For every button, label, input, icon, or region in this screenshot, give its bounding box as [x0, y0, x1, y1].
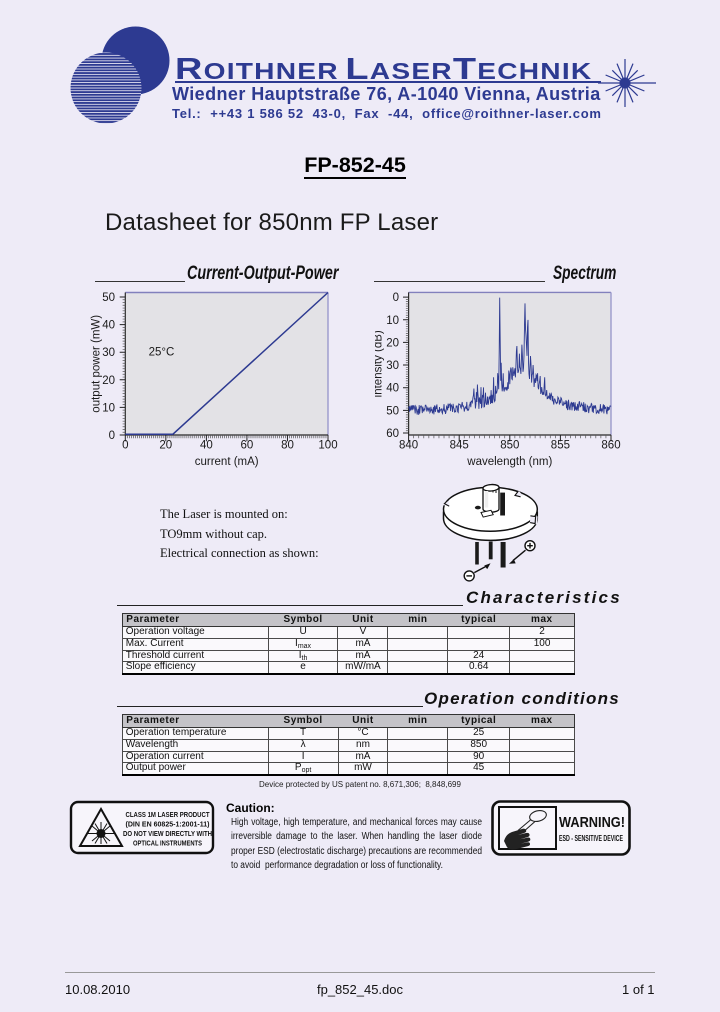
svg-text:50: 50: [386, 405, 399, 417]
svg-text:output power (mW): output power (mW): [91, 315, 103, 413]
svg-text:30: 30: [386, 360, 399, 372]
svg-text:0: 0: [109, 430, 115, 442]
svg-text:40: 40: [102, 320, 115, 332]
svg-text:0: 0: [122, 440, 128, 452]
svg-text:20: 20: [386, 337, 399, 349]
svg-text:intensity (dB): intensity (dB): [375, 330, 385, 397]
svg-text:10: 10: [386, 315, 399, 327]
svg-text:80: 80: [281, 440, 294, 452]
svg-text:850: 850: [500, 440, 519, 452]
svg-text:CLASS 1M LASER PRODUCT: CLASS 1M LASER PRODUCT: [126, 812, 211, 819]
svg-text:30: 30: [102, 347, 115, 359]
svg-text:60: 60: [241, 440, 254, 452]
svg-text:current (mA): current (mA): [195, 456, 259, 468]
svg-text:0: 0: [393, 292, 399, 304]
svg-text:100: 100: [318, 440, 337, 452]
svg-text:OPTICAL INSTRUMENTS: OPTICAL INSTRUMENTS: [133, 841, 202, 848]
svg-text:20: 20: [159, 440, 172, 452]
svg-text:wavelength (nm): wavelength (nm): [466, 456, 552, 468]
svg-text:ESD - SENSITIVE DEVICE: ESD - SENSITIVE DEVICE: [559, 833, 623, 843]
svg-text:WARNING!: WARNING!: [559, 814, 625, 831]
svg-text:DO NOT VIEW DIRECTLY WITH: DO NOT VIEW DIRECTLY WITH: [123, 831, 212, 838]
svg-text:855: 855: [551, 440, 570, 452]
svg-text:50: 50: [102, 292, 115, 304]
svg-text:10: 10: [102, 402, 115, 414]
svg-text:40: 40: [386, 383, 399, 395]
svg-text:60: 60: [386, 428, 399, 440]
svg-text:(DIN EN 60825-1:2001-11): (DIN EN 60825-1:2001-11): [126, 822, 210, 829]
svg-text:860: 860: [601, 440, 620, 452]
svg-text:840: 840: [399, 440, 418, 452]
svg-text:20: 20: [102, 375, 115, 387]
svg-text:25°C: 25°C: [149, 347, 175, 359]
svg-text:845: 845: [450, 440, 469, 452]
svg-text:40: 40: [200, 440, 213, 452]
